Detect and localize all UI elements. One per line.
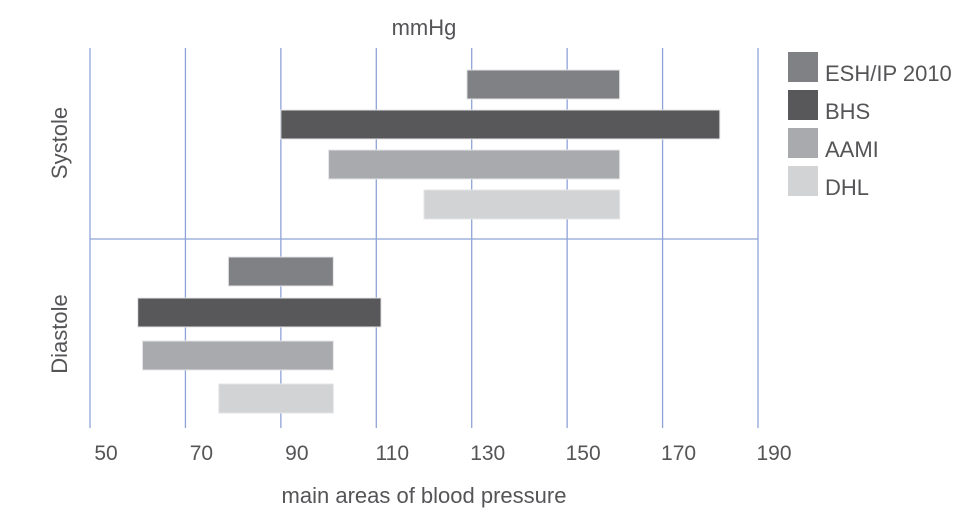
legend-label: BHS — [825, 99, 870, 124]
legend-swatch — [788, 128, 818, 158]
x-tick-label: 70 — [190, 442, 213, 465]
bar-dhl-diastole — [218, 383, 334, 414]
legend-label: ESH/IP 2010 — [825, 61, 952, 86]
group-labels: Systole Diastole — [47, 107, 72, 374]
x-tick-label: 170 — [661, 442, 696, 465]
x-tick-label: 150 — [566, 442, 601, 465]
bar-aami-diastole — [141, 340, 334, 371]
x-tick-label: 50 — [94, 442, 117, 465]
x-tick-label: 130 — [470, 442, 505, 465]
group-label-diastole: Diastole — [47, 294, 72, 373]
bars — [137, 69, 721, 414]
legend-swatch — [788, 166, 818, 196]
legend-swatch — [788, 52, 818, 82]
bar-esh-ip-2010-systole — [466, 69, 621, 100]
bar-dhl-systole — [423, 189, 621, 220]
legend: ESH/IP 2010 BHS AAMI DHL — [788, 52, 952, 200]
group-label-systole: Systole — [47, 107, 72, 179]
x-tick-label: 90 — [285, 442, 308, 465]
legend-swatch — [788, 90, 818, 120]
bar-esh-ip-2010-diastole — [227, 256, 334, 287]
x-tick-labels: 50 70 90 110 130 150 170 190 — [94, 442, 791, 465]
bar-aami-systole — [328, 149, 621, 180]
legend-label: DHL — [825, 175, 869, 200]
x-axis-label: main areas of blood pressure — [282, 483, 567, 508]
bar-bhs-systole — [280, 109, 721, 140]
chart-title: mmHg — [392, 15, 457, 40]
gridlines — [89, 48, 759, 428]
bar-bhs-diastole — [137, 297, 382, 328]
x-tick-label: 190 — [756, 442, 791, 465]
legend-label: AAMI — [825, 137, 879, 162]
x-tick-label: 110 — [376, 442, 409, 465]
